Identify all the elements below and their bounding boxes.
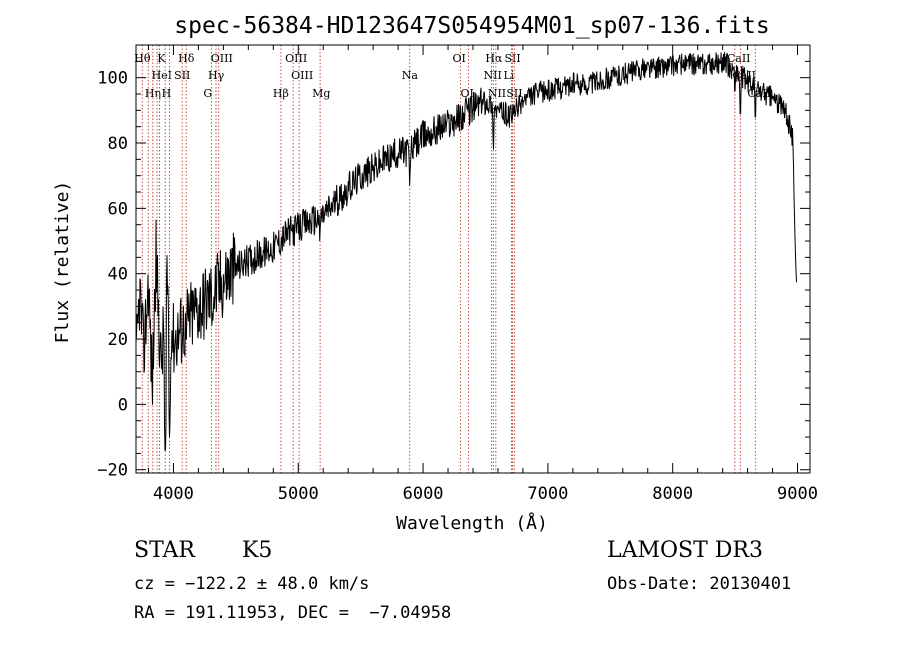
spectral-line-markers: HθHηHeIKHSIIHδGHγOIIIHβOIIIOIIIMgNaOIOIN… xyxy=(134,45,771,473)
y-tick-label-4: 60 xyxy=(108,199,128,219)
line-marker-label-23: SII xyxy=(504,52,520,65)
y-tick-label-5: 80 xyxy=(108,134,128,154)
sky-coordinates: RA = 191.11953, DEC = −7.04958 xyxy=(134,603,452,623)
line-marker-label-7: SII xyxy=(174,69,190,82)
line-marker-label-19: NII xyxy=(483,69,501,82)
x-tick-label-5: 9000 xyxy=(777,484,818,504)
line-marker-label-11: OIII xyxy=(211,52,233,65)
y-axis-label: Flux (relative) xyxy=(52,181,73,344)
x-tick-label-1: 5000 xyxy=(278,484,319,504)
axis-ticks xyxy=(136,45,810,473)
x-tick-label-0: 4000 xyxy=(153,484,194,504)
observation-date: Obs-Date: 20130401 xyxy=(607,574,792,594)
x-tick-label-3: 7000 xyxy=(527,484,568,504)
axis-tick-labels: 4000 5000 6000 7000 8000 9000 −20 0 20 40 60 80 100 xyxy=(97,69,818,504)
line-marker-label-10: Hγ xyxy=(208,69,225,82)
line-marker-label-9: G xyxy=(203,87,212,100)
spectrum-series xyxy=(135,51,797,451)
y-tick-label-0: −20 xyxy=(97,461,128,481)
line-marker-label-12: Hβ xyxy=(273,87,289,100)
x-axis-label: Wavelength (Å) xyxy=(396,512,548,534)
object-subclass: K5 xyxy=(242,538,273,563)
line-marker-label-18: OI xyxy=(461,87,474,100)
line-marker-label-16: Na xyxy=(402,69,419,82)
line-marker-label-24: SII xyxy=(506,87,522,100)
y-tick-label-1: 0 xyxy=(118,395,128,415)
chart-title: spec-56384-HD123647S054954M01_sp07-136.f… xyxy=(174,13,769,39)
line-marker-label-25: CaII xyxy=(727,52,751,65)
line-marker-label-17: OI xyxy=(453,52,466,65)
y-tick-label-2: 20 xyxy=(108,330,128,350)
line-marker-label-8: Hδ xyxy=(178,52,195,65)
line-marker-label-6: H xyxy=(162,87,172,100)
line-marker-label-14: OIII xyxy=(291,69,313,82)
y-tick-label-6: 100 xyxy=(97,69,128,89)
y-tick-label-3: 40 xyxy=(108,265,128,285)
line-marker-label-5: K xyxy=(157,52,166,65)
x-tick-label-2: 6000 xyxy=(403,484,444,504)
x-tick-label-4: 8000 xyxy=(652,484,693,504)
line-marker-label-4: HeI xyxy=(152,69,172,82)
survey-name: LAMOST DR3 xyxy=(607,538,763,563)
redshift-velocity: cz = −122.2 ± 48.0 km/s xyxy=(134,574,370,594)
line-marker-label-21: NII xyxy=(488,87,506,100)
line-marker-label-20: Hα xyxy=(485,52,503,65)
line-marker-label-22: Li xyxy=(503,69,514,82)
object-class: STAR xyxy=(134,538,195,563)
line-marker-label-15: Mg xyxy=(312,87,330,100)
line-marker-label-2: Hη xyxy=(145,87,161,100)
line-marker-label-13: OIII xyxy=(285,52,307,65)
